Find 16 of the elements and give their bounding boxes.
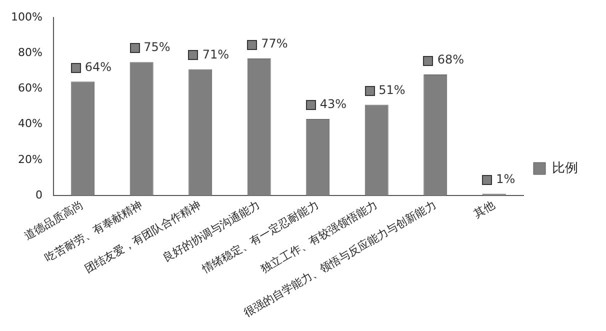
y-tick-label: 20% (18, 152, 42, 166)
y-tick-label: 100% (10, 10, 42, 24)
data-label: 1% (496, 172, 516, 186)
y-tick-label: 80% (18, 46, 42, 60)
data-label: 64% (84, 60, 112, 74)
x-tick-label: 其他 (472, 198, 498, 220)
data-label: 68% (437, 52, 464, 67)
legend-label: 比例 (552, 160, 578, 176)
data-label: 43% (320, 97, 347, 112)
y-tick-label: 40% (18, 117, 42, 130)
data-label: 51% (378, 82, 406, 97)
y-tick-label: 60% (18, 82, 42, 95)
data-label: 71% (202, 47, 230, 62)
data-label: 77% (261, 36, 288, 51)
data-label: 75% (144, 40, 170, 54)
y-tick-label: 0 (35, 188, 42, 202)
